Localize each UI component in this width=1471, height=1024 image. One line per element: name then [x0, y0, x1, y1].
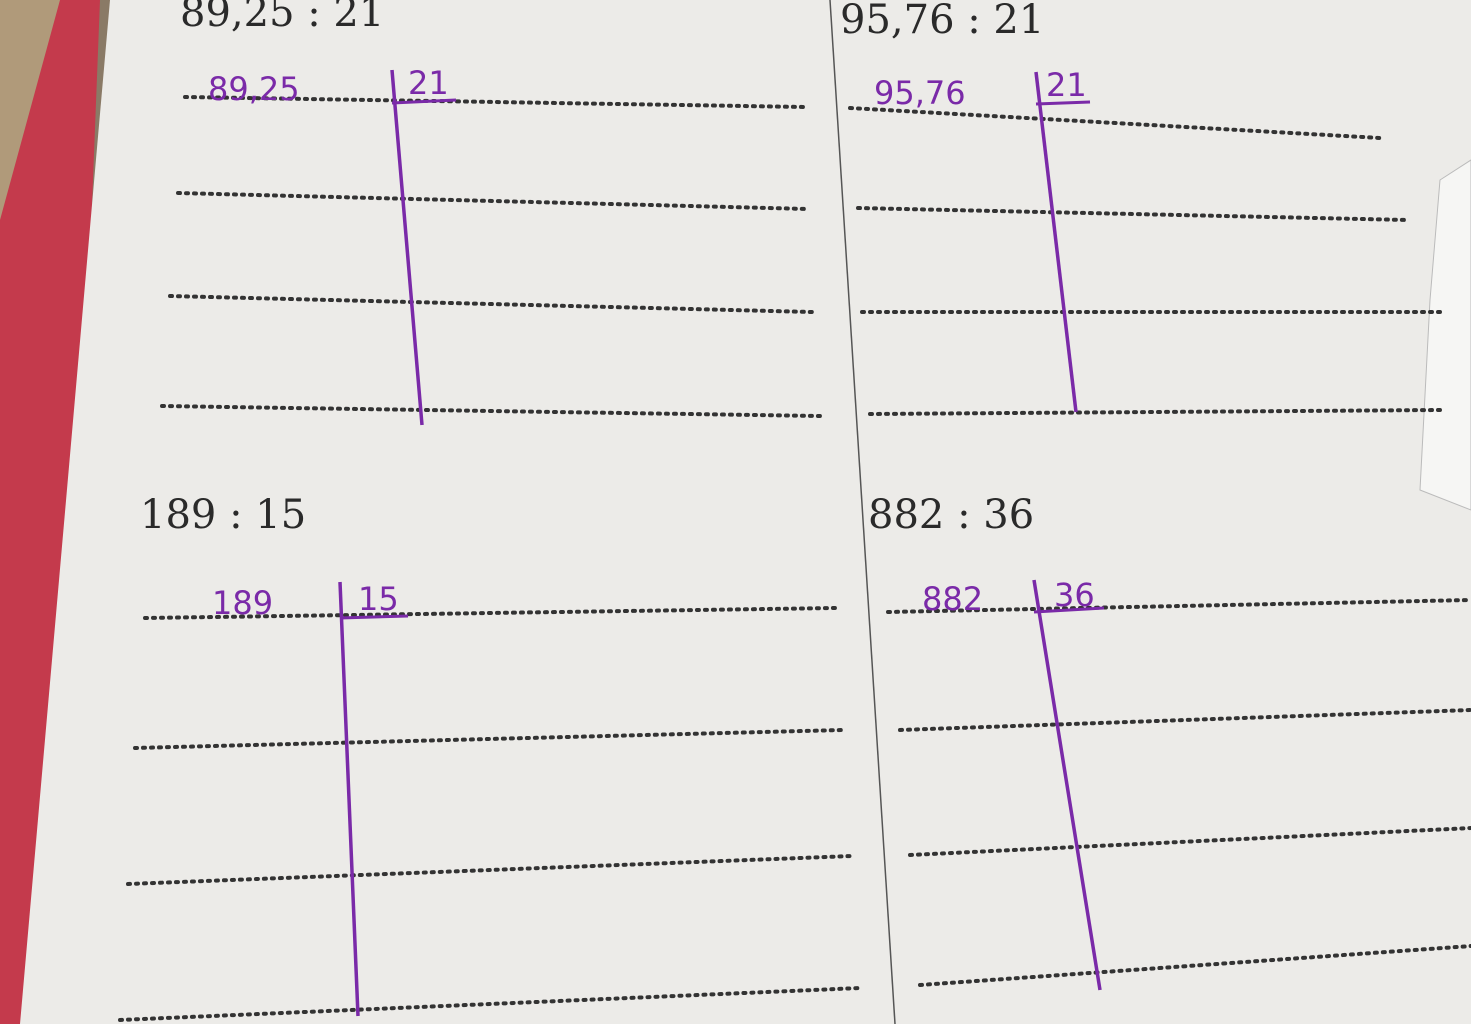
problem-4: 882 : 36 882 36 — [868, 492, 1105, 991]
divisor-underline — [1035, 100, 1091, 106]
divisor: 21 — [1046, 66, 1087, 104]
divisor: 21 — [408, 64, 449, 102]
division-bar — [390, 69, 424, 426]
dividend: 882 — [922, 580, 983, 618]
table-surface — [0, 0, 60, 220]
red-folder — [0, 0, 100, 1024]
divisor-underline — [1033, 606, 1105, 614]
dividend: 189 — [212, 584, 273, 622]
division-bar — [1032, 579, 1102, 991]
adjacent-paper — [1419, 159, 1471, 511]
division-bar — [338, 581, 360, 1017]
problem-label: 89,25 : 21 — [180, 0, 384, 36]
division-bar — [1034, 71, 1078, 413]
dividend: 95,76 — [874, 74, 966, 112]
problem-2: 95,76 : 21 95,76 21 — [840, 0, 1091, 413]
problem-1: 89,25 : 21 89,25 21 — [180, 0, 457, 426]
divisor-underline — [391, 98, 457, 105]
problem-label: 882 : 36 — [868, 492, 1034, 538]
divisor: 15 — [358, 580, 399, 618]
dotted-lines — [118, 95, 1471, 1022]
dividend: 89,25 — [208, 70, 300, 108]
problem-3: 189 : 15 189 15 — [140, 492, 409, 1017]
problem-label: 189 : 15 — [140, 492, 306, 538]
divisor-underline — [339, 614, 409, 620]
problem-label: 95,76 : 21 — [840, 0, 1044, 43]
column-divider — [829, 0, 896, 1024]
paper-sheet — [20, 0, 1471, 1024]
